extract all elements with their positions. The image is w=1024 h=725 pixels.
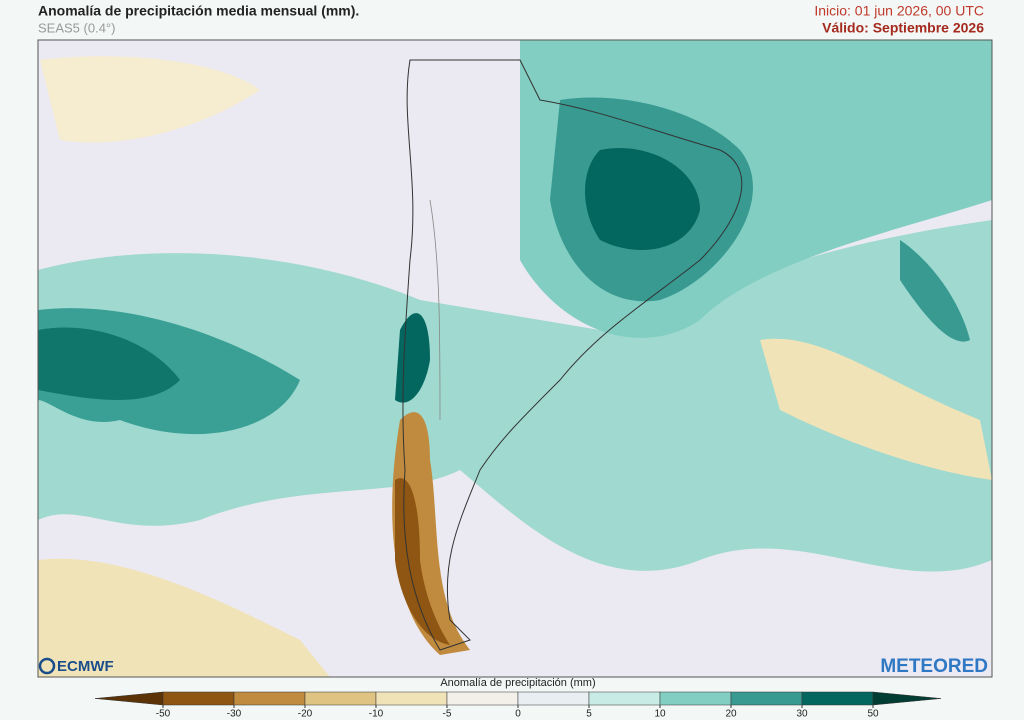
colorbar-segment xyxy=(517,691,590,706)
title: Anomalía de precipitación media mensual … xyxy=(38,3,359,19)
init-time: Inicio: 01 jun 2026, 00 UTC xyxy=(814,3,984,19)
colorbar-tick-label: 30 xyxy=(796,709,808,720)
colorbar-segment xyxy=(375,691,448,706)
colorbar: -50 -30 -20 -10 -5 0 5 10 20 30 50 xyxy=(94,691,942,720)
meteored-logo: METEORED xyxy=(880,656,988,677)
map xyxy=(38,40,992,677)
colorbar-segment xyxy=(446,691,519,706)
colorbar-segment xyxy=(304,691,377,706)
colorbar-title: Anomalía de precipitación (mm) xyxy=(440,677,595,689)
colorbar-tick-label: -20 xyxy=(298,709,313,720)
ecmwf-icon xyxy=(38,657,56,675)
colorbar-segment xyxy=(162,691,235,706)
colorbar-segment xyxy=(801,691,874,706)
colorbar-tick-label: -30 xyxy=(227,709,242,720)
subtitle: SEAS5 (0.4°) xyxy=(38,20,115,35)
ecmwf-logo: ECMWF xyxy=(57,658,114,675)
map-frame xyxy=(37,39,993,678)
colorbar-tick-label: -50 xyxy=(156,709,171,720)
colorbar-segment xyxy=(659,691,732,706)
colorbar-tick-label: -5 xyxy=(443,709,452,720)
colorbar-tick-label: 10 xyxy=(654,709,666,720)
colorbar-segment xyxy=(588,691,661,706)
colorbar-tick-label: 50 xyxy=(867,709,879,720)
colorbar-segment xyxy=(233,691,306,706)
colorbar-tick-label: -10 xyxy=(369,709,384,720)
colorbar-tick-label: 20 xyxy=(725,709,737,720)
valid-time: Válido: Septiembre 2026 xyxy=(822,20,984,36)
colorbar-tick-label: 0 xyxy=(515,709,521,720)
colorbar-tick-label: 5 xyxy=(586,709,592,720)
colorbar-extend xyxy=(872,691,942,706)
colorbar-segment xyxy=(730,691,803,706)
